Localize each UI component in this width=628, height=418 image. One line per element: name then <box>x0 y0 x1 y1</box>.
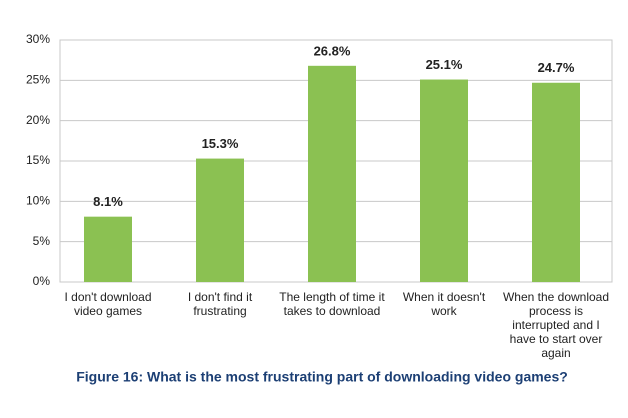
x-tick-label-box: When the download process is interrupted… <box>502 290 610 360</box>
value-label: 15.3% <box>202 136 239 151</box>
x-tick-label: When the download process is interrupted… <box>502 290 610 360</box>
x-tick-label: I don't download video games <box>64 290 152 318</box>
y-tick-label: 15% <box>26 153 50 167</box>
bar <box>196 158 244 282</box>
y-tick-label: 20% <box>26 113 50 127</box>
x-tick-label-box: When it doesn't work <box>402 290 486 318</box>
x-tick-label-box: The length of time it takes to download <box>279 290 385 318</box>
value-label: 26.8% <box>314 43 351 58</box>
value-label: 25.1% <box>426 57 463 72</box>
x-tick-label: When it doesn't work <box>402 290 486 318</box>
x-tick-label: I don't find it frustrating <box>187 290 253 318</box>
y-tick-label: 10% <box>26 194 50 208</box>
y-tick-label: 30% <box>26 32 50 46</box>
y-tick-label: 5% <box>33 234 51 248</box>
y-tick-label: 0% <box>33 274 51 288</box>
value-label: 8.1% <box>93 194 123 209</box>
value-label: 24.7% <box>538 60 575 75</box>
bar <box>84 216 132 282</box>
x-tick-label-box: I don't download video games <box>64 290 152 318</box>
x-tick-label-box: I don't find it frustrating <box>187 290 253 318</box>
bar <box>308 65 356 283</box>
bar <box>420 79 468 282</box>
bar <box>532 82 580 283</box>
x-tick-label: The length of time it takes to download <box>279 290 385 318</box>
chart-title: Figure 16: What is the most frustrating … <box>76 369 568 385</box>
y-tick-label: 25% <box>26 73 50 87</box>
